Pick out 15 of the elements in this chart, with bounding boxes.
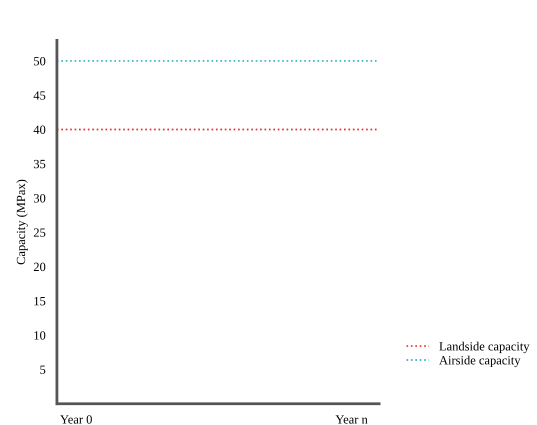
y-tick-label: 15 <box>34 296 46 306</box>
y-tick-label: 20 <box>34 262 46 272</box>
x-tick-label: Year 0 <box>60 415 92 424</box>
y-tick-label: 35 <box>34 160 46 168</box>
x-tick-label: Year n <box>336 415 368 424</box>
y-tick-label: 10 <box>34 331 46 340</box>
y-tick-label: 30 <box>34 194 46 203</box>
legend-label: Airside capacity <box>439 356 520 368</box>
y-tick-label: 5 <box>40 366 46 374</box>
legend-label: Landside capacity <box>439 342 530 354</box>
y-axis-title: Capacity (MPax) <box>16 180 28 264</box>
y-tick-label: 45 <box>34 91 46 100</box>
y-tick-label: 25 <box>34 228 46 237</box>
y-tick-label: 40 <box>34 126 46 134</box>
y-tick-label: 50 <box>34 56 46 66</box>
